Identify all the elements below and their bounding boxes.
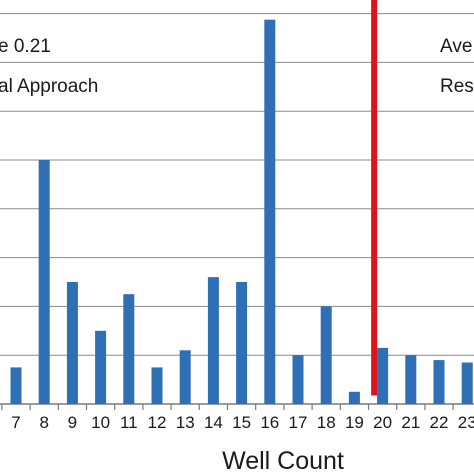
bar-14 bbox=[207, 277, 219, 404]
annotation-left-2: al Approach bbox=[0, 76, 98, 97]
bar-17 bbox=[292, 355, 304, 404]
x-tick-label-12: 12 bbox=[148, 413, 167, 432]
x-tick-label-23: 23 bbox=[458, 413, 474, 432]
bar-12 bbox=[151, 367, 163, 404]
bar-10 bbox=[95, 330, 107, 404]
x-tick-label-14: 14 bbox=[204, 413, 223, 432]
bar-7 bbox=[10, 367, 22, 404]
bar-18 bbox=[320, 306, 332, 404]
x-tick-label-8: 8 bbox=[39, 413, 48, 432]
x-tick-label-20: 20 bbox=[373, 413, 392, 432]
x-tick-label-19: 19 bbox=[345, 413, 364, 432]
annotation-right-1: Ave bbox=[440, 36, 472, 57]
bar-23 bbox=[461, 362, 473, 404]
bar-15 bbox=[236, 282, 248, 404]
x-tick-label-9: 9 bbox=[68, 413, 77, 432]
x-tick-label-17: 17 bbox=[289, 413, 308, 432]
x-tick-label-13: 13 bbox=[176, 413, 195, 432]
x-tick-label-21: 21 bbox=[401, 413, 420, 432]
x-tick-label-22: 22 bbox=[430, 413, 449, 432]
bars bbox=[10, 19, 473, 404]
bar-19 bbox=[348, 391, 360, 404]
gridlines bbox=[0, 13, 474, 356]
x-tick-label-10: 10 bbox=[91, 413, 110, 432]
bar-22 bbox=[433, 360, 445, 404]
x-tick-label-18: 18 bbox=[317, 413, 336, 432]
x-axis-ticks bbox=[1, 404, 454, 410]
x-tick-label-15: 15 bbox=[232, 413, 251, 432]
x-tick-label-16: 16 bbox=[260, 413, 279, 432]
average-line bbox=[371, 0, 378, 396]
x-tick-label-7: 7 bbox=[11, 413, 20, 432]
annotation-right-2: Res bbox=[440, 76, 474, 97]
bar-21 bbox=[405, 355, 417, 404]
bar-8 bbox=[38, 160, 50, 404]
x-tick-label-11: 11 bbox=[120, 413, 138, 432]
bar-20 bbox=[377, 347, 389, 404]
bar-13 bbox=[179, 350, 191, 404]
x-tick-labels: 7 8 9 10 11 12 13 14 15 16 17 18 19 20 21 22 23 bbox=[11, 413, 474, 432]
bar-9 bbox=[66, 282, 78, 404]
bar-16 bbox=[264, 19, 276, 404]
x-axis-label: Well Count bbox=[222, 447, 344, 474]
bar-11 bbox=[123, 294, 135, 404]
annotation-left-1: e 0.21 bbox=[0, 36, 51, 57]
